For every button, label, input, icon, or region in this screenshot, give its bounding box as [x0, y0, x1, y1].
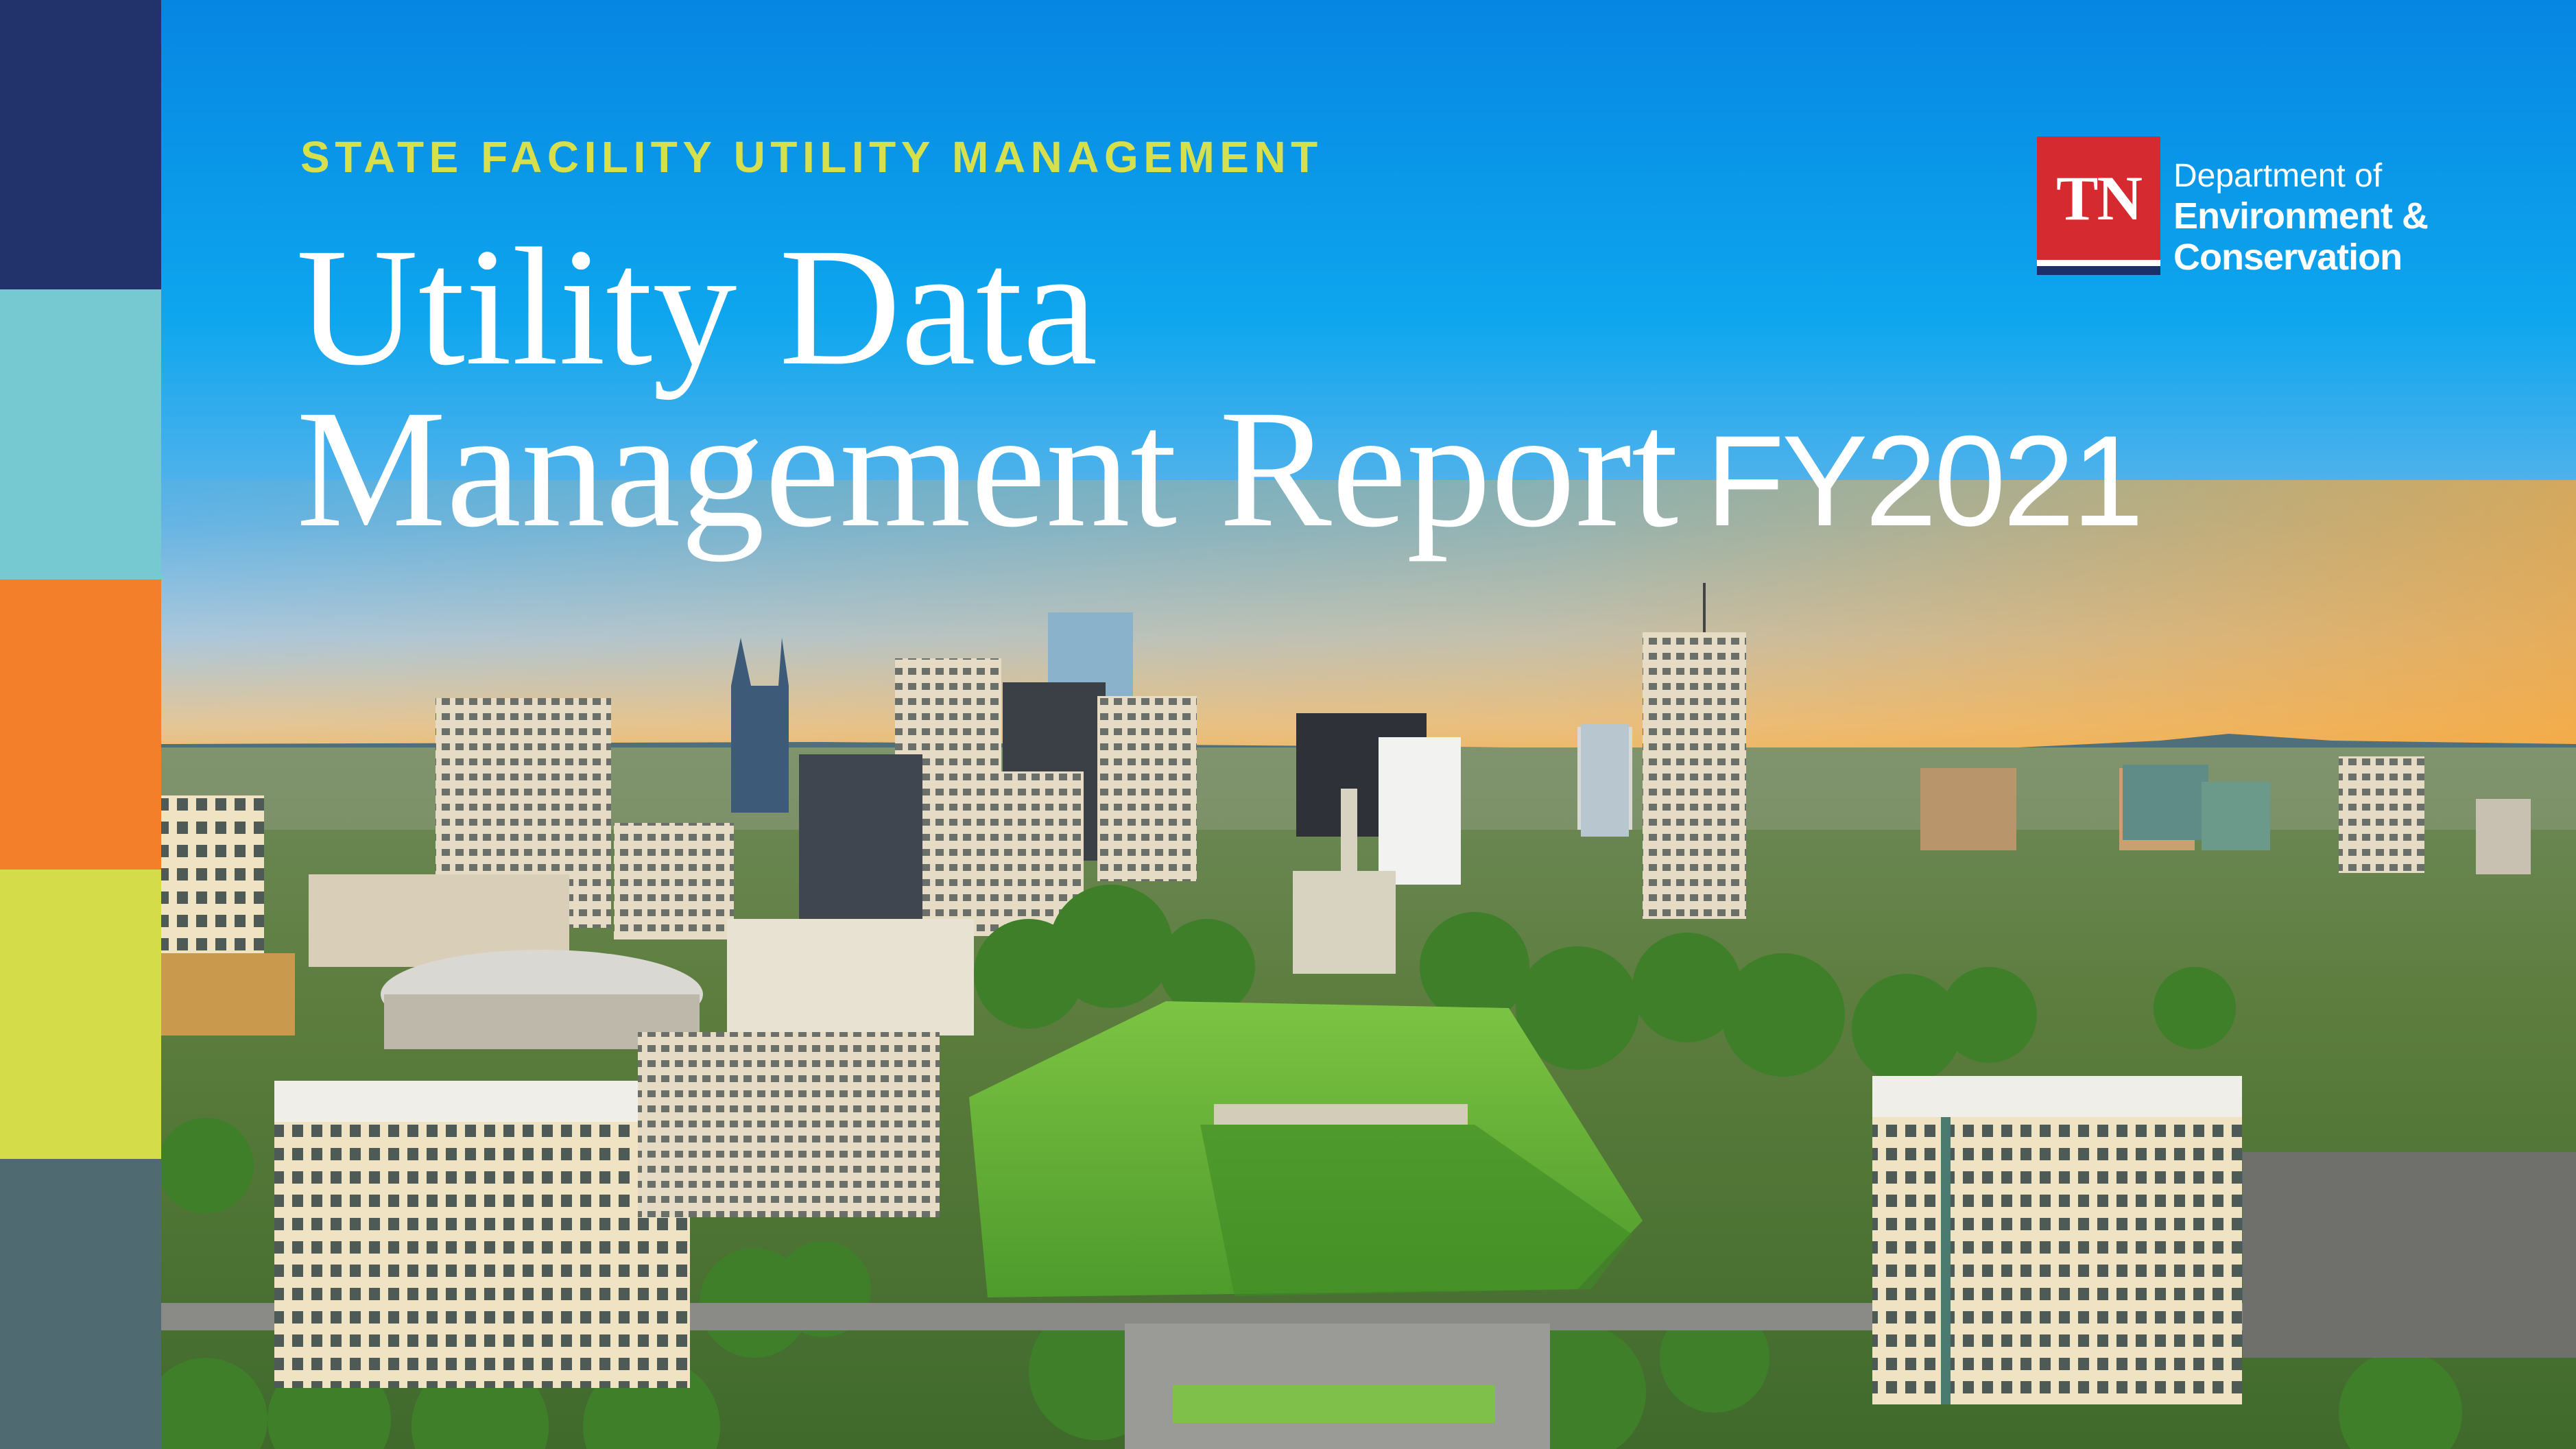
logo-mark-text: TN — [2037, 136, 2160, 260]
report-title: Utility Data Management Report FY2021 — [296, 214, 2144, 562]
fiscal-year: FY2021 — [1706, 409, 2143, 553]
color-stripe-teal — [0, 289, 161, 579]
logo-white-bar — [2037, 260, 2160, 266]
tn-logo-mark: TN — [2037, 136, 2160, 275]
title-line-2-text: Management Report — [296, 376, 1679, 562]
logo-wordmark: Department of Environment & Conservation — [2173, 157, 2429, 278]
color-stripe-lime — [0, 870, 161, 1159]
color-stripe-orange — [0, 579, 161, 870]
report-eyebrow: STATE FACILITY UTILITY MANAGEMENT — [300, 132, 1323, 182]
logo-line-2: Environment & — [2173, 195, 2429, 237]
logo-navy-bar — [2037, 266, 2160, 275]
logo-line-1: Department of — [2173, 158, 2383, 194]
title-line-2: Management Report FY2021 — [296, 385, 2144, 562]
color-stripe-slate — [0, 1159, 161, 1449]
color-stripe-navy — [0, 0, 161, 289]
logo-line-3: Conservation — [2173, 237, 2402, 278]
title-line-1: Utility Data — [296, 214, 1098, 400]
